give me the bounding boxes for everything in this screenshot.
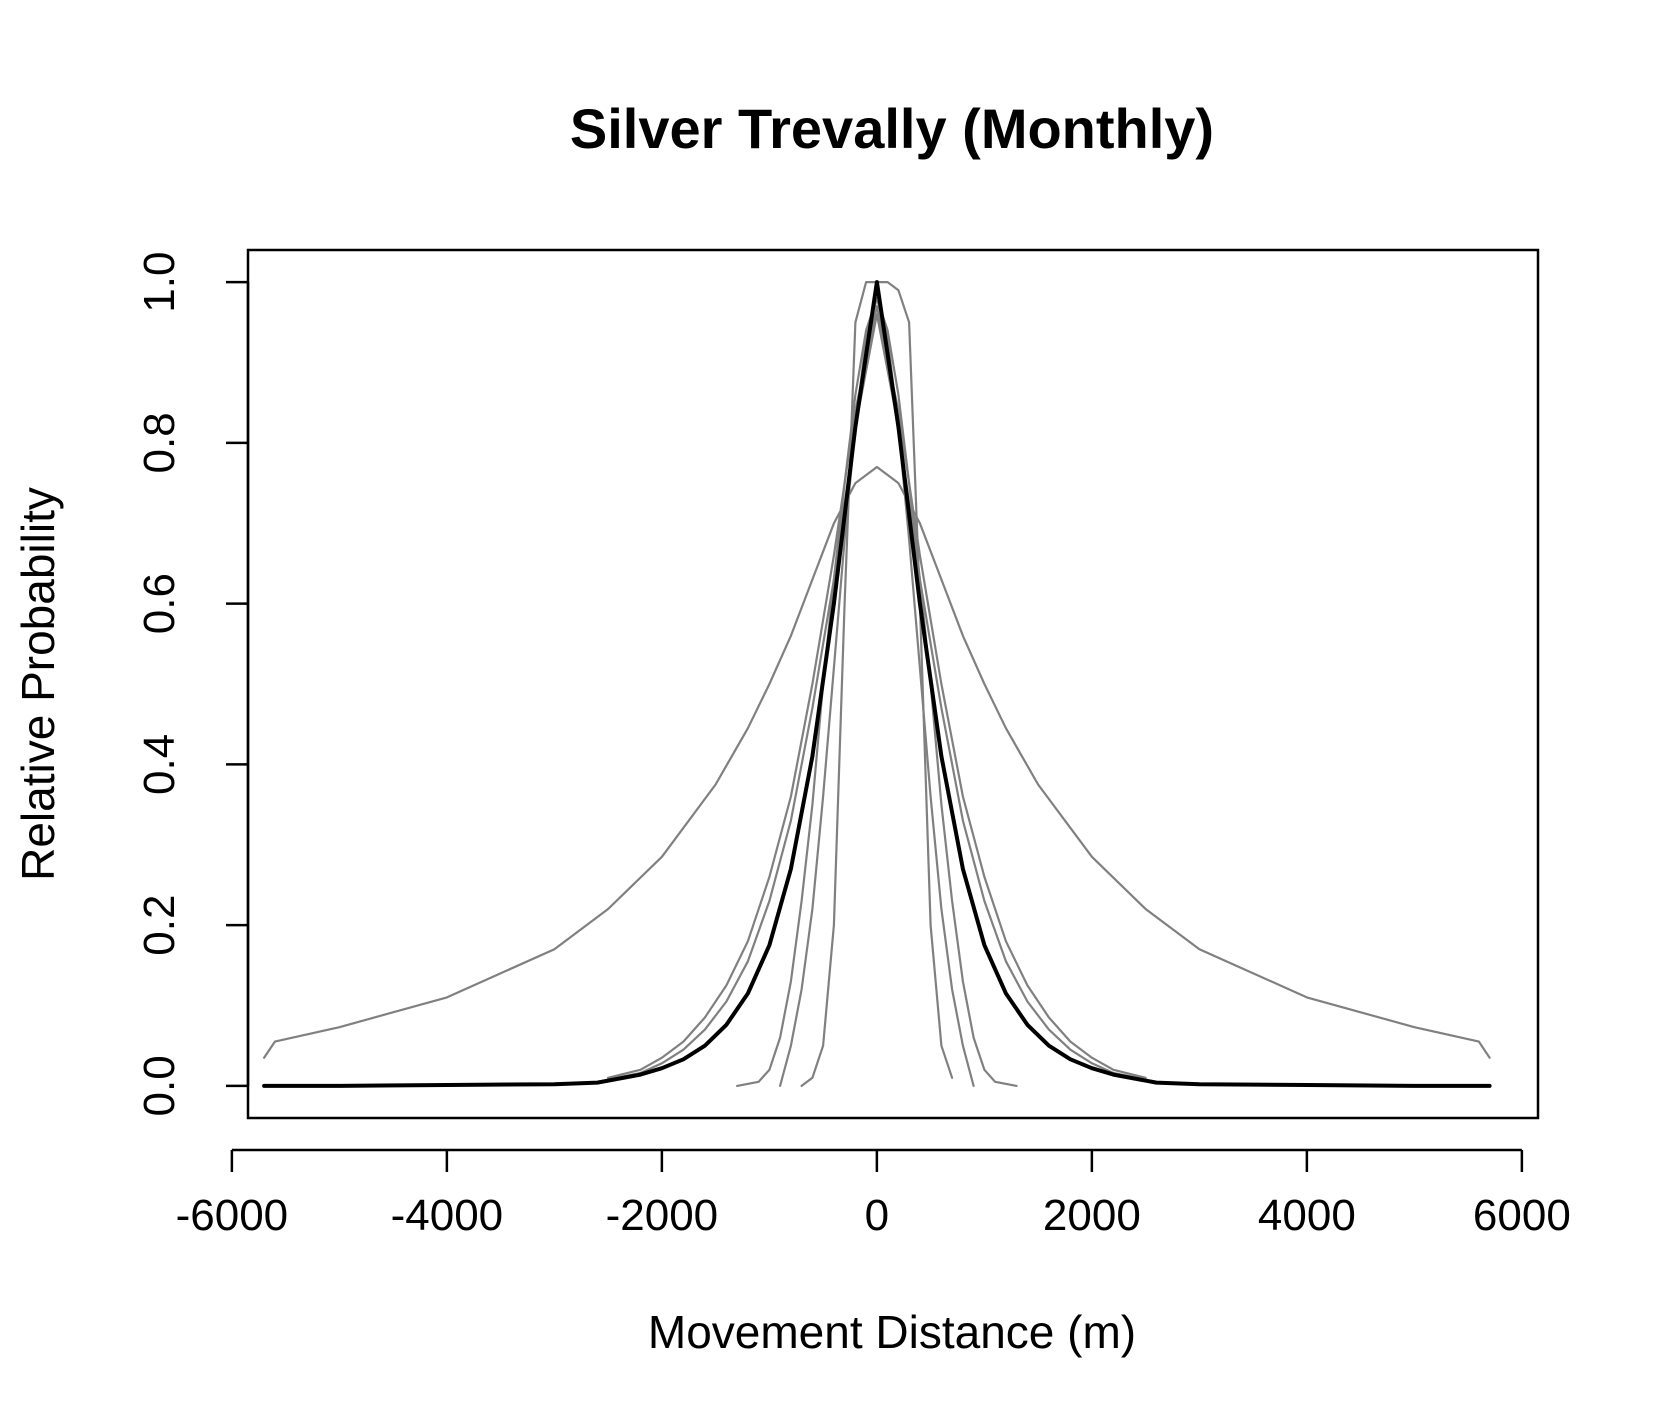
series-line-1 [263,465,1491,1059]
y-tick-label: 0.6 [135,573,184,634]
y-tick-label: 1.0 [135,252,184,313]
y-axis: 0.0 0.2 0.4 0.6 0.8 1.0 [135,252,250,1116]
series-line-6 [607,313,1147,1081]
x-tick-label: 6000 [1473,1191,1571,1240]
y-tick-label: 0.4 [135,734,184,795]
x-tick-label: 0 [865,1191,889,1240]
x-axis-label: Movement Distance (m) [648,1306,1136,1358]
y-tick-label: 0.0 [135,1055,184,1116]
series-line-4 [779,297,975,1087]
x-axis: -6000 -4000 -2000 0 2000 4000 6000 [176,1148,1571,1240]
series-group [262,280,1492,1088]
chart-title: Silver Trevally (Monthly) [570,97,1214,160]
x-tick-label: -2000 [606,1191,719,1240]
series-line-mean [262,280,1492,1088]
y-tick-label: 0.8 [135,412,184,473]
y-tick-label: 0.2 [135,895,184,956]
series-line-5 [607,305,1147,1079]
x-tick-label: 2000 [1043,1191,1141,1240]
series-line-3 [736,297,1018,1087]
x-tick-label: 4000 [1258,1191,1356,1240]
x-tick-label: -6000 [176,1191,289,1240]
plot-area [246,248,1540,1120]
y-axis-label: Relative Probability [12,487,64,881]
x-tick-label: -4000 [391,1191,504,1240]
